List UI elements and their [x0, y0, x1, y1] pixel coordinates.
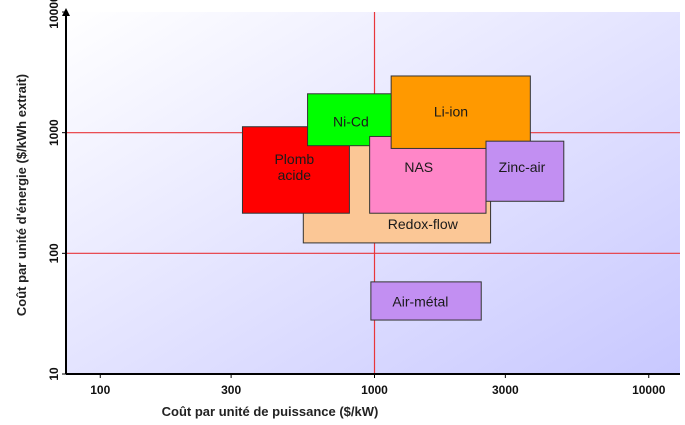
range-box: Plomb acide [241, 126, 350, 214]
range-box-label-line: Air-métal [392, 293, 448, 309]
x-tick-label: 1000 [361, 383, 388, 397]
range-box-label: Zinc-air [499, 159, 546, 175]
range-box-label: NAS [404, 159, 433, 175]
y-tick-label: 10 [47, 367, 61, 381]
tick-labels: 100 300 1000 3000 10000 10 100 1000 10000 [47, 0, 666, 397]
x-tick-label: 10000 [632, 383, 666, 397]
y-tick-label: 1000 [47, 119, 61, 146]
range-box-label: Plomb acide [274, 151, 314, 183]
range-box: NAS [369, 135, 487, 214]
y-axis-title: Coût par unité d'énergie ($/kWh extrait) [14, 74, 29, 316]
x-tick-label: 100 [90, 383, 110, 397]
range-box-label: Li-ion [434, 103, 468, 119]
range-box-rect [390, 75, 531, 149]
range-box-label: Ni-Cd [333, 113, 369, 129]
range-box-label-line: Ni-Cd [333, 113, 369, 129]
y-tick-label: 10000 [47, 0, 61, 29]
range-box-rect [370, 281, 482, 321]
range-box-label-line: Li-ion [434, 103, 468, 119]
range-boxes: Redox-flow Plomb acide Ni-Cd NAS Li-ion Zinc-a… [241, 75, 565, 321]
x-axis-title: Coût par unité de puissance ($/kW) [162, 404, 379, 419]
y-tick-label: 100 [47, 243, 61, 263]
range-box-label-line: acide [278, 167, 312, 183]
range-box-label-line: Redox-flow [388, 216, 459, 232]
range-box-label: Air-métal [392, 293, 448, 309]
range-box: Ni-Cd [307, 93, 397, 147]
range-box-label: Redox-flow [388, 216, 459, 232]
x-tick-label: 3000 [492, 383, 519, 397]
x-tick-label: 300 [221, 383, 241, 397]
range-box-rect [485, 140, 565, 202]
range-box: Li-ion [390, 75, 531, 149]
range-box: Zinc-air [485, 140, 565, 202]
range-box-label-line: NAS [404, 159, 433, 175]
range-box-rect [369, 135, 487, 214]
range-box-label-line: Zinc-air [499, 159, 546, 175]
range-box: Air-métal [370, 281, 482, 321]
range-box-label-line: Plomb [274, 151, 314, 167]
